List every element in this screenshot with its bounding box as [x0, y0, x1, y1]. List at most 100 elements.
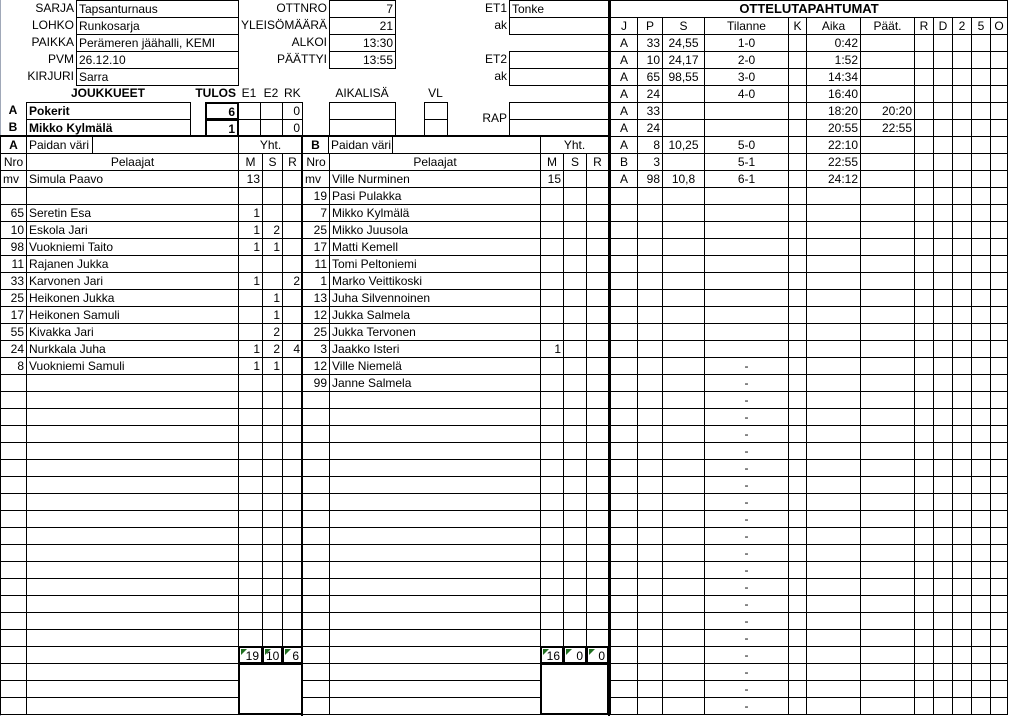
player-stat-s[interactable]: [262, 510, 283, 528]
event-cell[interactable]: [610, 476, 638, 494]
empty-cell[interactable]: [329, 646, 541, 664]
event-cell[interactable]: [952, 697, 972, 715]
event-cell[interactable]: [990, 595, 1008, 613]
event-cell[interactable]: [971, 170, 991, 188]
event-cell[interactable]: [637, 663, 663, 681]
event-cell[interactable]: A: [610, 85, 638, 103]
player-stat-s[interactable]: [563, 323, 587, 341]
event-cell[interactable]: [971, 374, 991, 392]
player-number[interactable]: [302, 408, 330, 426]
player-stat-r[interactable]: [586, 459, 609, 477]
event-cell[interactable]: [990, 578, 1008, 596]
event-cell[interactable]: 8: [637, 136, 663, 154]
et1-field[interactable]: Tonke: [509, 0, 609, 18]
event-cell[interactable]: [860, 136, 915, 154]
event-cell[interactable]: [952, 510, 972, 528]
event-cell[interactable]: [806, 646, 861, 664]
player-number[interactable]: 25: [0, 289, 27, 307]
event-cell[interactable]: [971, 136, 991, 154]
event-cell[interactable]: [704, 187, 789, 205]
event-cell[interactable]: A: [610, 51, 638, 69]
empty-cell[interactable]: [26, 680, 239, 698]
event-cell[interactable]: [610, 493, 638, 511]
player-number[interactable]: [302, 527, 330, 545]
event-cell[interactable]: [990, 85, 1008, 103]
event-cell[interactable]: 10: [637, 51, 663, 69]
event-cell[interactable]: [914, 34, 934, 52]
player-name[interactable]: [329, 578, 541, 596]
event-cell[interactable]: 5-0: [704, 136, 789, 154]
player-stat-r[interactable]: [586, 238, 609, 256]
event-cell[interactable]: [990, 187, 1008, 205]
event-cell[interactable]: [806, 374, 861, 392]
player-name[interactable]: Rajanen Jukka: [26, 255, 239, 273]
player-name[interactable]: [26, 595, 239, 613]
event-cell[interactable]: [933, 629, 953, 647]
event-cell[interactable]: [788, 323, 807, 341]
event-cell[interactable]: [806, 476, 861, 494]
player-name[interactable]: Jukka Tervonen: [329, 323, 541, 341]
event-cell[interactable]: [788, 646, 807, 664]
player-stat-s[interactable]: [262, 187, 283, 205]
player-stat-m[interactable]: [238, 527, 263, 545]
player-stat-m[interactable]: [238, 187, 263, 205]
player-stat-r[interactable]: [282, 595, 303, 613]
event-cell[interactable]: [662, 459, 705, 477]
event-cell[interactable]: 3-0: [704, 68, 789, 86]
event-cell[interactable]: [806, 561, 861, 579]
player-name[interactable]: Jukka Salmela: [329, 306, 541, 324]
player-stat-r[interactable]: [586, 629, 609, 647]
event-cell[interactable]: [914, 272, 934, 290]
player-stat-r[interactable]: [282, 374, 303, 392]
event-cell[interactable]: [637, 510, 663, 528]
event-cell[interactable]: [637, 561, 663, 579]
player-stat-m[interactable]: [540, 629, 564, 647]
event-cell[interactable]: [952, 544, 972, 562]
player-stat-r[interactable]: [282, 612, 303, 630]
event-cell[interactable]: [637, 442, 663, 460]
player-stat-r[interactable]: [282, 238, 303, 256]
event-cell[interactable]: [990, 306, 1008, 324]
player-stat-s[interactable]: [262, 476, 283, 494]
event-cell[interactable]: -: [704, 527, 789, 545]
event-cell[interactable]: [933, 527, 953, 545]
event-cell[interactable]: [788, 578, 807, 596]
event-cell[interactable]: 24,17: [662, 51, 705, 69]
player-stat-m[interactable]: [238, 578, 263, 596]
event-cell[interactable]: [933, 221, 953, 239]
event-cell[interactable]: [860, 561, 915, 579]
event-cell[interactable]: [933, 646, 953, 664]
empty-cell[interactable]: [0, 646, 27, 664]
event-cell[interactable]: [933, 493, 953, 511]
player-stat-r[interactable]: [586, 578, 609, 596]
event-cell[interactable]: [914, 527, 934, 545]
event-cell[interactable]: [971, 272, 991, 290]
event-cell[interactable]: [610, 238, 638, 256]
event-cell[interactable]: [990, 51, 1008, 69]
event-cell[interactable]: [637, 391, 663, 409]
player-stat-s[interactable]: [563, 255, 587, 273]
player-stat-r[interactable]: [282, 459, 303, 477]
event-cell[interactable]: [704, 221, 789, 239]
event-cell[interactable]: [971, 51, 991, 69]
event-cell[interactable]: A: [610, 136, 638, 154]
event-cell[interactable]: [952, 612, 972, 630]
event-cell[interactable]: [662, 187, 705, 205]
event-cell[interactable]: [860, 374, 915, 392]
shirt-color-field[interactable]: [92, 136, 239, 154]
player-number[interactable]: [0, 187, 27, 205]
event-cell[interactable]: [933, 306, 953, 324]
rk-field[interactable]: 0: [282, 102, 303, 120]
player-stat-m[interactable]: [540, 187, 564, 205]
empty-cell[interactable]: [302, 680, 330, 698]
event-cell[interactable]: [971, 578, 991, 596]
event-cell[interactable]: [952, 221, 972, 239]
event-cell[interactable]: [990, 510, 1008, 528]
event-cell[interactable]: [637, 374, 663, 392]
event-cell[interactable]: [704, 272, 789, 290]
event-cell[interactable]: [860, 527, 915, 545]
empty-cell[interactable]: [302, 663, 330, 681]
player-name[interactable]: [26, 527, 239, 545]
event-cell[interactable]: [788, 51, 807, 69]
event-cell[interactable]: [637, 187, 663, 205]
